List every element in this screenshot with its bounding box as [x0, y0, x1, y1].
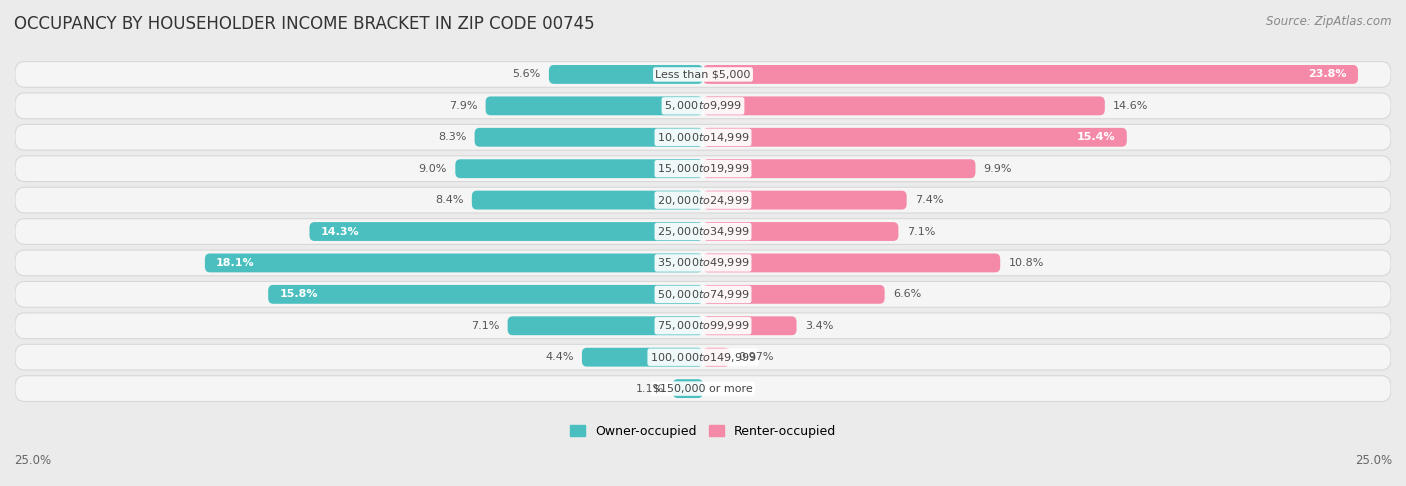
- Text: 25.0%: 25.0%: [14, 453, 51, 467]
- Text: 9.0%: 9.0%: [419, 164, 447, 174]
- FancyBboxPatch shape: [15, 187, 1391, 213]
- FancyBboxPatch shape: [485, 96, 703, 115]
- FancyBboxPatch shape: [508, 316, 703, 335]
- FancyBboxPatch shape: [205, 254, 703, 272]
- Text: Source: ZipAtlas.com: Source: ZipAtlas.com: [1267, 15, 1392, 28]
- FancyBboxPatch shape: [456, 159, 703, 178]
- Text: 8.4%: 8.4%: [434, 195, 464, 205]
- FancyBboxPatch shape: [15, 313, 1391, 339]
- Text: 1.1%: 1.1%: [637, 383, 665, 394]
- Text: $50,000 to $74,999: $50,000 to $74,999: [657, 288, 749, 301]
- FancyBboxPatch shape: [672, 379, 703, 398]
- Text: OCCUPANCY BY HOUSEHOLDER INCOME BRACKET IN ZIP CODE 00745: OCCUPANCY BY HOUSEHOLDER INCOME BRACKET …: [14, 15, 595, 33]
- Text: 23.8%: 23.8%: [1309, 69, 1347, 79]
- FancyBboxPatch shape: [703, 191, 907, 209]
- Text: 9.9%: 9.9%: [984, 164, 1012, 174]
- Text: 7.1%: 7.1%: [471, 321, 499, 331]
- Text: 4.4%: 4.4%: [546, 352, 574, 362]
- FancyBboxPatch shape: [582, 348, 703, 366]
- Text: 0.97%: 0.97%: [738, 352, 773, 362]
- FancyBboxPatch shape: [548, 65, 703, 84]
- Text: 14.6%: 14.6%: [1114, 101, 1149, 111]
- Text: 8.3%: 8.3%: [437, 132, 467, 142]
- Text: $15,000 to $19,999: $15,000 to $19,999: [657, 162, 749, 175]
- Text: $20,000 to $24,999: $20,000 to $24,999: [657, 193, 749, 207]
- FancyBboxPatch shape: [703, 254, 1000, 272]
- Text: 25.0%: 25.0%: [1355, 453, 1392, 467]
- FancyBboxPatch shape: [15, 376, 1391, 401]
- FancyBboxPatch shape: [309, 222, 703, 241]
- FancyBboxPatch shape: [15, 250, 1391, 276]
- Text: 7.4%: 7.4%: [915, 195, 943, 205]
- Text: $100,000 to $149,999: $100,000 to $149,999: [650, 351, 756, 364]
- Text: 15.4%: 15.4%: [1077, 132, 1116, 142]
- FancyBboxPatch shape: [15, 62, 1391, 87]
- FancyBboxPatch shape: [703, 128, 1126, 147]
- Text: 6.6%: 6.6%: [893, 289, 921, 299]
- FancyBboxPatch shape: [15, 156, 1391, 182]
- Text: 7.1%: 7.1%: [907, 226, 935, 237]
- Text: 5.6%: 5.6%: [512, 69, 541, 79]
- FancyBboxPatch shape: [703, 348, 730, 366]
- FancyBboxPatch shape: [703, 159, 976, 178]
- FancyBboxPatch shape: [703, 65, 1358, 84]
- Text: $10,000 to $14,999: $10,000 to $14,999: [657, 131, 749, 144]
- FancyBboxPatch shape: [472, 191, 703, 209]
- FancyBboxPatch shape: [269, 285, 703, 304]
- Text: $35,000 to $49,999: $35,000 to $49,999: [657, 257, 749, 269]
- FancyBboxPatch shape: [703, 96, 1105, 115]
- Legend: Owner-occupied, Renter-occupied: Owner-occupied, Renter-occupied: [565, 420, 841, 443]
- FancyBboxPatch shape: [15, 281, 1391, 307]
- Text: $150,000 or more: $150,000 or more: [654, 383, 752, 394]
- FancyBboxPatch shape: [703, 222, 898, 241]
- Text: 7.9%: 7.9%: [449, 101, 477, 111]
- Text: 18.1%: 18.1%: [217, 258, 254, 268]
- FancyBboxPatch shape: [15, 93, 1391, 119]
- Text: 3.4%: 3.4%: [804, 321, 834, 331]
- FancyBboxPatch shape: [15, 219, 1391, 244]
- Text: 15.8%: 15.8%: [280, 289, 318, 299]
- FancyBboxPatch shape: [703, 316, 797, 335]
- Text: Less than $5,000: Less than $5,000: [655, 69, 751, 79]
- FancyBboxPatch shape: [15, 344, 1391, 370]
- Text: $25,000 to $34,999: $25,000 to $34,999: [657, 225, 749, 238]
- Text: 14.3%: 14.3%: [321, 226, 359, 237]
- Text: 10.8%: 10.8%: [1008, 258, 1043, 268]
- FancyBboxPatch shape: [703, 285, 884, 304]
- FancyBboxPatch shape: [475, 128, 703, 147]
- Text: $5,000 to $9,999: $5,000 to $9,999: [664, 99, 742, 112]
- FancyBboxPatch shape: [15, 124, 1391, 150]
- Text: $75,000 to $99,999: $75,000 to $99,999: [657, 319, 749, 332]
